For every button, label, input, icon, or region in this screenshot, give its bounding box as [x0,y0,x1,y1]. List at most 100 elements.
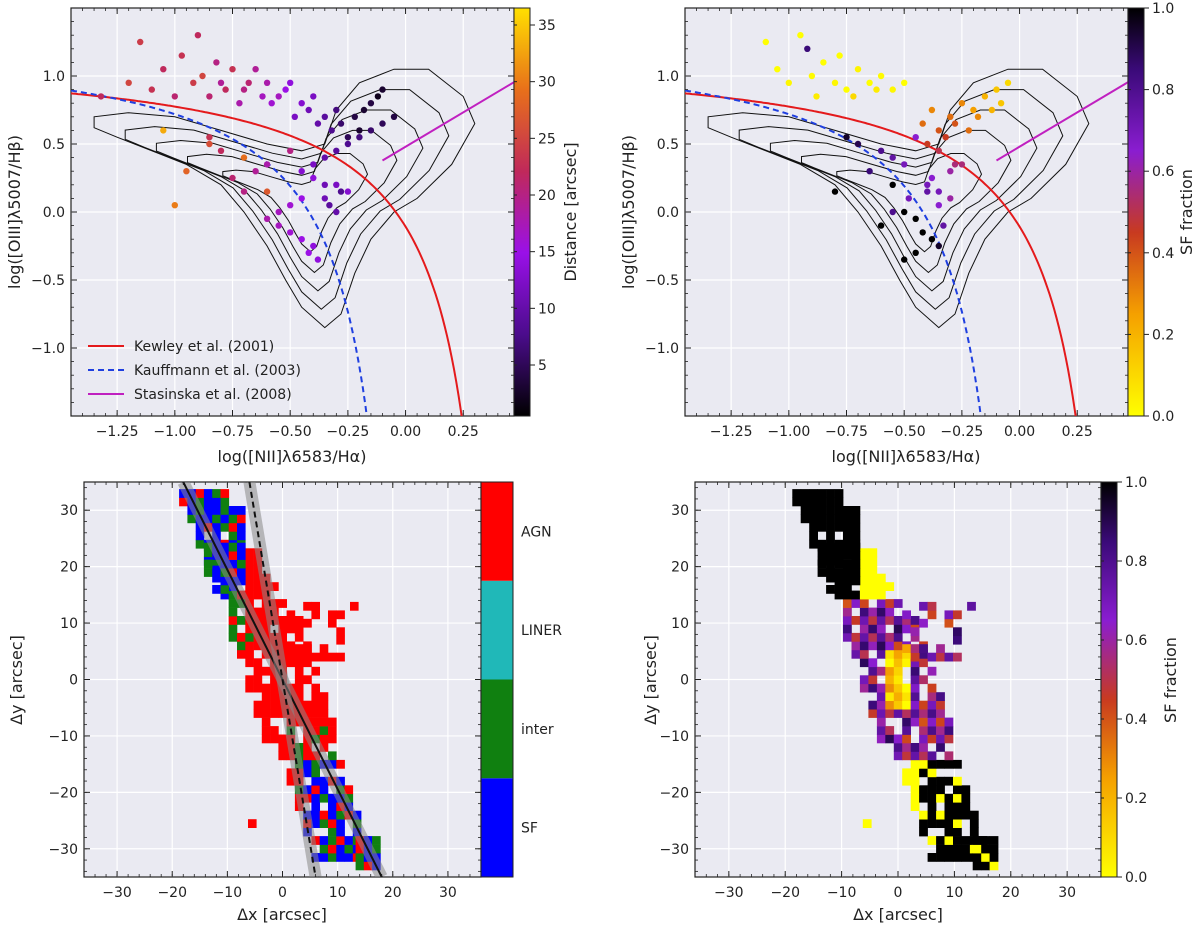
map-pixel [936,700,945,710]
colorbar-label-agn: AGN [521,524,552,540]
stasinska-line [995,80,1128,162]
map-pixel [851,531,861,541]
data-point [988,106,996,114]
map-pixel [885,649,895,659]
map-pixel [902,743,911,752]
map-pixel [885,641,895,651]
map-pixel [927,700,937,710]
map-pixel [902,726,911,735]
data-point [935,188,942,195]
map-pixel [944,836,954,845]
y-tick-label: 1.0 [657,69,679,85]
x-tick-label: 0.25 [1062,424,1093,440]
map-pixel [261,692,271,701]
map-pixel [910,802,920,811]
map-pixel [344,853,354,862]
x-tick-label: −1.00 [767,424,810,440]
map-pixel [944,827,954,837]
map-pixel [278,743,287,752]
map-pixel [319,776,329,786]
map-pixel [336,810,345,820]
y-tick-label: −1.0 [31,341,65,357]
map-pixel [919,793,928,803]
data-point [928,236,936,243]
y-axis-label: Δy [arcsec] [7,635,26,725]
map-pixel [809,514,818,524]
contour-line [124,89,450,310]
map-pixel [859,607,869,617]
map-pixel [944,734,954,744]
map-pixel [885,692,895,701]
y-tick-label: −0.5 [645,273,679,289]
map-pixel [817,559,827,569]
data-point [947,113,954,121]
map-pixel [843,506,852,515]
map-pixel [809,522,818,532]
data-point [222,86,229,93]
map-pixel [927,836,937,845]
map-pixel [868,624,878,634]
map-pixel [311,802,320,811]
map-pixel [817,506,827,515]
y-tick-label: −0.5 [31,273,65,289]
map-pixel [910,675,920,685]
map-pixel [817,489,827,498]
map-pixel [851,551,861,560]
map-pixel [989,844,999,854]
map-pixel [311,700,320,710]
map-pixel [303,785,312,795]
map-pixel [270,582,279,591]
map-pixel [902,610,911,620]
contour-line [769,109,1038,292]
data-point [889,86,896,93]
x-tick-label: 10 [945,885,963,901]
map-pixel [303,644,312,653]
map-pixel [919,717,928,727]
map-pixel [294,658,304,668]
x-axis-label: log([NII]λ6583/Hα) [218,447,367,466]
map-pixel [294,675,304,685]
map-pixel [319,644,329,653]
map-pixel [953,635,962,645]
colorbar-segment-liner [481,580,513,680]
map-pixel [294,652,304,662]
map-pixel [834,522,844,532]
map-pixel [843,616,852,625]
x-tick-label: −0.25 [326,424,369,440]
map-pixel [328,610,337,620]
map-pixel [228,522,238,532]
map-pixel [270,700,279,710]
map-pixel [792,489,802,498]
gridlines [84,482,481,877]
data-point [935,202,942,209]
map-pixel [237,559,246,569]
map-pixel [944,844,954,854]
data-point [912,249,919,256]
data-point [217,79,225,87]
map-pixel [286,644,296,653]
map-pixel [826,556,835,566]
map-pixel [944,652,954,662]
map-pixel [303,768,312,778]
data-point [160,127,167,134]
data-point [321,154,328,161]
map-pixel [187,514,196,524]
x-tick-label: 30 [1058,885,1076,901]
map-pixel [792,497,802,507]
x-tick-label: −10 [827,885,857,901]
colorbar-frame [480,481,514,878]
map-pixel [919,734,928,744]
map-pixel [294,666,304,676]
map-pixel [868,700,878,710]
map-pixel [893,675,903,685]
map-pixel [220,522,230,532]
sdss-contours [93,68,476,329]
map-pixel [800,497,810,507]
map-pixel [902,768,911,778]
map-pixel [826,489,835,498]
colorbar-ticks: 5 10 15 20 25 30 35 [514,18,556,374]
data-point [240,86,248,93]
map-pixel [910,658,920,668]
map-pixel [851,616,861,625]
map-pixel [220,585,230,594]
